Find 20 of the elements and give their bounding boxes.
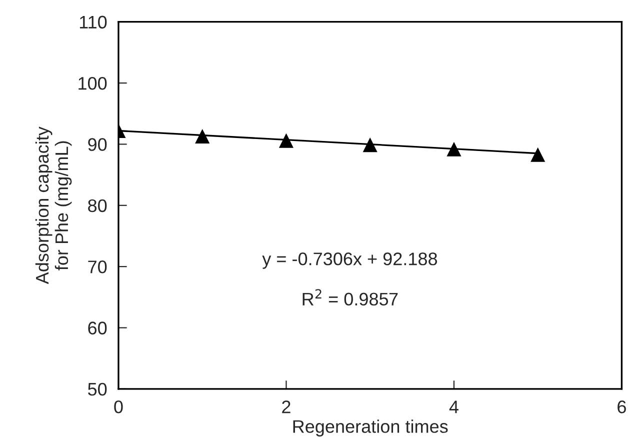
x-tick-label: 6 xyxy=(618,400,626,414)
y-tick-label: 90 xyxy=(88,138,107,151)
x-tick-label: 2 xyxy=(282,400,290,414)
point xyxy=(446,142,462,156)
y-axis-title: Adsorption capacity for Phe (mg/mL) xyxy=(35,126,72,284)
y-tick-label: 80 xyxy=(88,199,107,212)
x-tick-label: 0 xyxy=(114,400,123,414)
point xyxy=(195,128,210,144)
y-tick-label: 50 xyxy=(88,382,107,396)
annotation: R$^{2}$ = 0.9857 xyxy=(302,289,398,306)
point xyxy=(530,147,546,162)
y-tick-label: 100 xyxy=(78,76,107,90)
y-tick-label: 70 xyxy=(88,260,107,274)
point xyxy=(362,138,378,152)
y-tick-label: 110 xyxy=(80,16,107,29)
annotation: y = -0.7306x + 92.188 xyxy=(262,252,438,269)
x-axis-title: Regeneration times xyxy=(293,420,448,436)
x-tick-label: 4 xyxy=(449,400,458,414)
y-tick-label: 60 xyxy=(88,322,107,334)
point xyxy=(278,133,294,148)
